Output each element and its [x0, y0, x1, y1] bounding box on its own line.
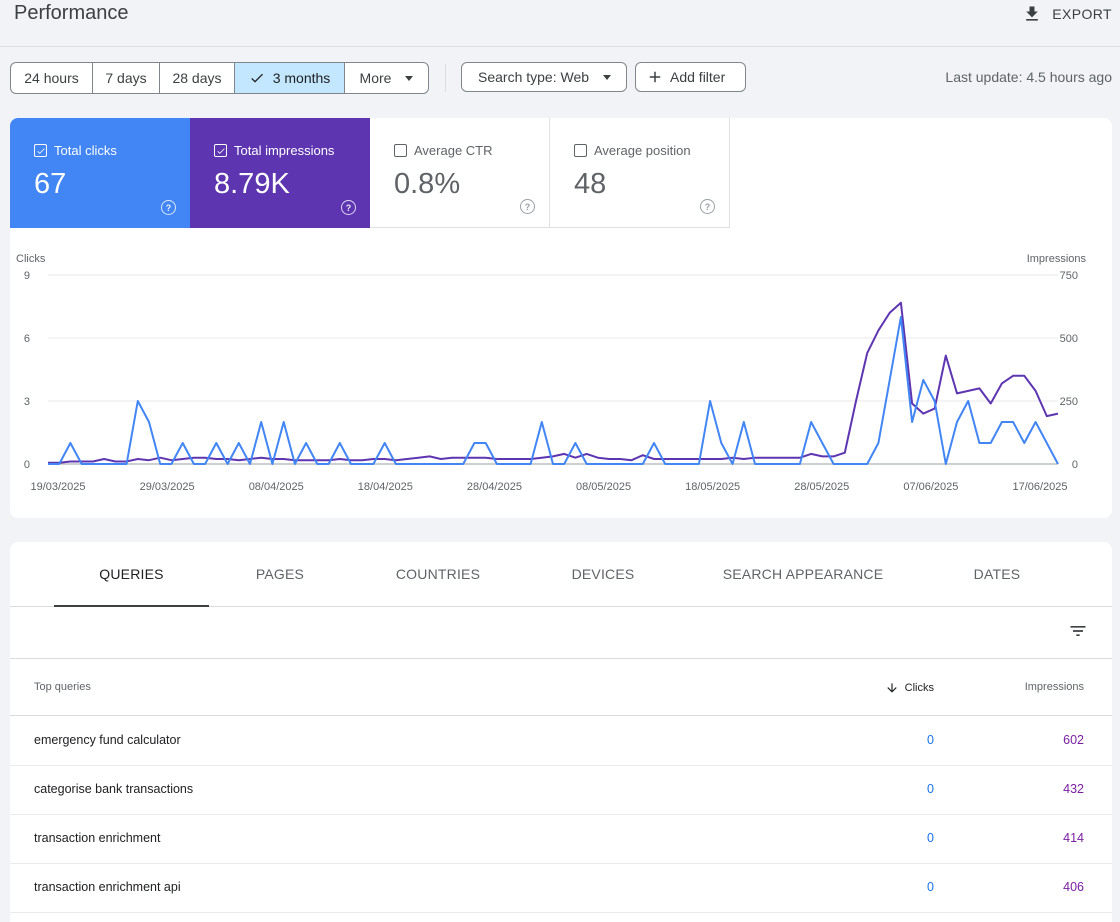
query-text: categorise bank transactions [34, 782, 194, 796]
tab-label: DATES [973, 566, 1021, 582]
metric-value: 8.79K [214, 168, 290, 200]
caret-down-icon [603, 74, 612, 80]
filter-bar: 24 hours 7 days 28 days 3 months More Se… [0, 62, 1120, 94]
range-label: 28 days [172, 70, 222, 86]
filter-list-icon[interactable] [1068, 621, 1088, 641]
page-header: Performance EXPORT [0, 0, 1120, 47]
column-header-queries: Top queries [34, 681, 91, 693]
divider [445, 64, 446, 92]
help-icon[interactable]: ? [341, 200, 356, 215]
range-3-months-button[interactable]: 3 months [235, 63, 345, 93]
tab-label: COUNTRIES [395, 566, 481, 582]
metric-label: Average position [594, 143, 691, 158]
range-7-days-button[interactable]: 7 days [93, 63, 160, 93]
help-icon[interactable]: ? [520, 199, 535, 214]
help-icon[interactable]: ? [700, 199, 715, 214]
table-row[interactable]: transaction enrichment 0 414 [10, 814, 1112, 864]
column-header-clicks[interactable]: Clicks [885, 681, 934, 695]
metric-value: 0.8% [394, 168, 461, 200]
metric-label: Average CTR [414, 143, 493, 158]
table-row[interactable]: categorise bank transactions 0 432 [10, 765, 1112, 815]
report-table-card: QUERIES PAGES COUNTRIES DEVICES SEARCH A… [10, 542, 1112, 922]
total-clicks-metric[interactable]: Total clicks 67 ? [10, 118, 190, 228]
metric-label: Total impressions [234, 143, 335, 158]
clicks-value: 0 [927, 831, 934, 845]
date-range-selector: 24 hours 7 days 28 days 3 months More [10, 62, 429, 94]
tab-underline [54, 605, 209, 607]
range-more-button[interactable]: More [345, 63, 428, 93]
plus-icon [649, 71, 661, 83]
tab-label: QUERIES [99, 566, 164, 582]
table-header: Top queries Clicks Impressions [10, 659, 1112, 716]
tab-label: DEVICES [571, 566, 635, 582]
range-label: 24 hours [24, 70, 79, 86]
checkbox-icon[interactable] [574, 144, 587, 157]
query-text: transaction enrichment api [34, 880, 181, 894]
tab-search-appearance[interactable]: SEARCH APPEARANCE [713, 542, 893, 606]
checkbox-icon[interactable] [214, 144, 227, 157]
impressions-value: 406 [1063, 880, 1084, 894]
range-28-days-button[interactable]: 28 days [160, 63, 235, 93]
tab-queries[interactable]: QUERIES [54, 542, 209, 607]
clicks-value: 0 [927, 733, 934, 747]
metric-value: 48 [574, 168, 607, 200]
query-text: transaction enrichment [34, 831, 161, 845]
performance-card: Total clicks 67 ? Total impressions 8.79… [10, 118, 1112, 518]
report-tabs: QUERIES PAGES COUNTRIES DEVICES SEARCH A… [10, 542, 1112, 607]
search-type-dropdown[interactable]: Search type: Web [461, 62, 627, 92]
metric-value: 67 [34, 168, 67, 200]
impressions-value: 432 [1063, 782, 1084, 796]
average-position-metric[interactable]: Average position 48 ? [550, 118, 730, 228]
range-label: More [359, 70, 392, 86]
column-header-impressions[interactable]: Impressions [1024, 681, 1084, 693]
range-label: 3 months [272, 70, 331, 86]
tab-devices[interactable]: DEVICES [543, 542, 663, 606]
export-button[interactable]: EXPORT [1022, 4, 1112, 24]
tab-label: SEARCH APPEARANCE [722, 566, 884, 582]
checkbox-icon[interactable] [394, 144, 407, 157]
tab-countries[interactable]: COUNTRIES [378, 542, 498, 606]
query-text: emergency fund calculator [34, 733, 181, 747]
arrow-down-icon [886, 683, 897, 693]
clicks-value: 0 [927, 782, 934, 796]
search-type-label: Search type: Web [478, 69, 590, 85]
caret-down-icon [405, 75, 414, 81]
page-title: Performance [14, 2, 129, 24]
range-24-hours-button[interactable]: 24 hours [11, 63, 93, 93]
help-icon[interactable]: ? [161, 200, 176, 215]
total-impressions-metric[interactable]: Total impressions 8.79K ? [190, 118, 370, 228]
column-header-label: Clicks [904, 682, 934, 694]
tab-label: PAGES [255, 566, 305, 582]
check-icon [250, 73, 263, 83]
checkbox-icon[interactable] [34, 144, 47, 157]
range-label: 7 days [105, 70, 147, 86]
impressions-value: 602 [1063, 733, 1084, 747]
table-row[interactable]: emergency fund calculator 0 602 [10, 716, 1112, 766]
add-filter-button[interactable]: Add filter [635, 62, 746, 92]
tab-dates[interactable]: DATES [947, 542, 1047, 606]
impressions-value: 414 [1063, 831, 1084, 845]
last-update-text: Last update: 4.5 hours ago [945, 69, 1112, 85]
clicks-value: 0 [927, 880, 934, 894]
export-label: EXPORT [1052, 6, 1112, 22]
download-icon [1026, 6, 1039, 21]
add-filter-label: Add filter [670, 69, 726, 85]
tab-pages[interactable]: PAGES [220, 542, 340, 606]
table-filter-row [10, 607, 1112, 659]
metric-label: Total clicks [54, 143, 117, 158]
average-ctr-metric[interactable]: Average CTR 0.8% ? [370, 118, 550, 228]
